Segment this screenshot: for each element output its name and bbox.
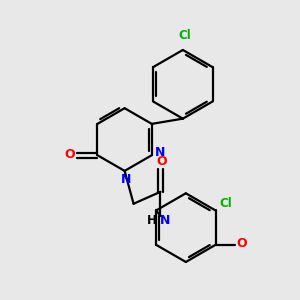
Text: Cl: Cl — [178, 28, 191, 42]
Text: O: O — [156, 155, 167, 168]
Text: O: O — [236, 237, 247, 250]
Text: O: O — [65, 148, 75, 161]
Text: Cl: Cl — [220, 196, 232, 209]
Text: N: N — [121, 173, 131, 186]
Text: N: N — [160, 214, 170, 227]
Text: N: N — [155, 146, 165, 159]
Text: H: H — [147, 214, 156, 227]
